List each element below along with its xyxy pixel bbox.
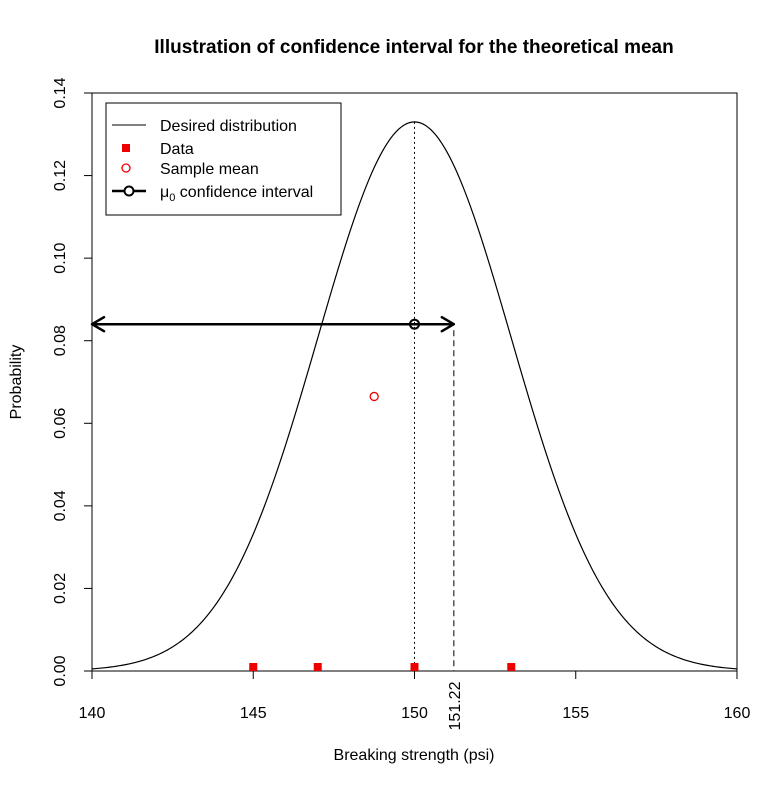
y-tick-label: 0.12 [52, 160, 69, 191]
plot-content: 151.22 [90, 121, 738, 730]
ci-arrow-right [440, 315, 456, 333]
y-tick-label: 0.02 [52, 573, 69, 604]
x-axis-label: Breaking strength (psi) [334, 747, 495, 764]
legend-label-ci: μ0 confidence interval [160, 184, 313, 204]
sample-mean-point [369, 391, 379, 402]
chart-title: Illustration of confidence interval for … [154, 37, 673, 58]
legend-data-symbol [122, 144, 130, 152]
y-tick-label: 0.04 [52, 490, 69, 521]
legend-box [105, 102, 342, 216]
legend-sample-mean-symbol [121, 163, 131, 173]
ci-arrow-left [90, 315, 106, 333]
x-tick-label: 140 [79, 705, 106, 722]
data-point [410, 663, 419, 671]
y-axis-label: Probability [8, 345, 25, 420]
legend-ci-text: confidence interval [175, 184, 313, 201]
legend-ci-point-symbol [123, 185, 135, 197]
x-tick-label: 160 [724, 705, 751, 722]
data-point [249, 663, 258, 671]
y-tick-label: 0.10 [52, 242, 69, 273]
legend-label: Data [160, 141, 194, 158]
x-tick-label: 145 [240, 705, 267, 722]
legend-ci-subscript: 0 [169, 192, 175, 204]
y-tick-label: 0.14 [52, 77, 69, 108]
ci-upper-label: 151.22 [447, 681, 464, 730]
legend-label: Sample mean [160, 161, 259, 178]
y-tick-label: 0.08 [52, 325, 69, 356]
legend-label: Desired distribution [160, 118, 297, 135]
y-tick-label: 0.00 [52, 655, 69, 686]
data-point [313, 663, 322, 671]
data-point [507, 663, 516, 671]
x-axis: 140 145 150 155 160 [79, 671, 751, 722]
ci-center-point [409, 318, 420, 330]
x-tick-label: 155 [562, 705, 589, 722]
legend: Desired distribution Data Sample mean μ0 co… [105, 102, 342, 216]
y-tick-label: 0.06 [52, 408, 69, 439]
x-tick-label: 150 [401, 705, 428, 722]
y-axis: 0.00 0.02 0.04 0.06 0.08 0.10 0.12 0.14 [52, 77, 92, 687]
legend-ci-mu: μ [160, 184, 169, 201]
